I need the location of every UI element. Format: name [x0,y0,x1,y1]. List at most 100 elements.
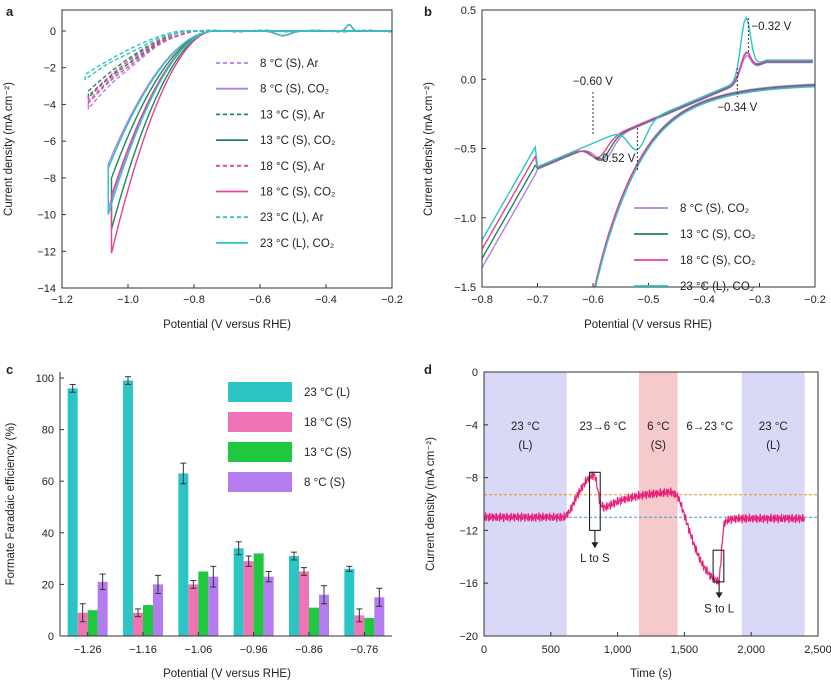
panel-d-xtick-label: 500 [542,644,560,656]
panel-d-ytick-label: −8 [465,473,478,485]
panel-c-ytick-label: 0 [48,631,54,643]
panel-c-xtick-label: −0.96 [240,644,268,656]
panel-d-ytick-label: −12 [459,525,478,537]
panel-d-xtick-label: 2,500 [804,644,831,656]
panel-a-legend-label: 23 °C (L), CO₂ [260,238,334,250]
panel-a-series [84,23,392,254]
panel-b-xtick-label: −0.7 [527,294,549,306]
panel-c: c 0 20 40 60 80 100 −1.26 −1.16 −1.06 −0.96 −0.86 −… [5,362,392,680]
panel-d-regions: 23 °C (L) 23→6 °C 6 °C (S) 6→23 °C 23 °C (L) [484,372,805,636]
panel-d-region-label: (L) [518,440,532,452]
panel-d-ytick-label: −16 [459,578,478,590]
panel-c-bar [233,548,244,636]
panel-a-series-line [110,23,392,254]
panel-b-series [482,15,815,287]
panel-d-arrow-head [715,592,723,599]
panel-d-highlight-box [712,549,725,583]
panel-b: b −0.8 −0.7 −0.6 −0.5 −0.4 −0.3 −0.2 0.5 0.0 −0.5… [423,4,826,331]
panel-a-series-line [107,23,392,210]
panel-b-ytick-label: 0.5 [461,5,476,17]
panel-b-annotation-label: −0.34 V [717,102,757,114]
panel-d-frame [483,371,819,637]
panel-a-ylabel: Current density (mA cm⁻²) [3,82,15,216]
panel-c-bar [97,581,108,636]
panel-b-xtick-label: −0.8 [471,294,493,306]
panel-c-xlabel: Potential (V versus RHE) [163,668,291,680]
panel-a-xtick-label: −1.0 [117,294,139,306]
panel-d-annotations: L to S S to L [580,471,735,615]
panel-c-legend-label: 18 °C (S) [304,417,352,429]
panel-a-legend-label: 13 °C (S), Ar [260,109,325,121]
panel-a-legend-label: 18 °C (S), Ar [260,161,325,173]
panel-b-letter: b [424,4,432,19]
panel-d-ytick-label: −20 [459,631,478,643]
panel-b-annotation-label: −0.60 V [573,76,613,88]
panel-a-frame [61,9,393,289]
panel-b-ytick-label: −0.5 [454,144,476,156]
panel-d-region-label: 6→23 °C [686,421,733,433]
panel-c-xtick-label: −0.76 [350,644,378,656]
panel-c-bar [364,617,375,636]
panel-c-bar [289,556,299,636]
panel-d-series-line [484,471,805,585]
panel-a-series-line [87,29,392,100]
panel-a-xtick-label: −0.2 [381,294,403,306]
panel-b-legend-label: 8 °C (S), CO₂ [680,203,749,215]
panel-c-legend-label: 23 °C (L) [304,387,350,399]
panel-b-ytick-label: −1.0 [454,213,476,225]
panel-c-bar [153,584,163,636]
panel-d-region [638,372,678,636]
panel-c-legend-swatch [228,412,292,432]
panel-a-ytick-label: −12 [37,246,56,258]
panel-a-legend-label: 18 °C (S), CO₂ [260,187,336,199]
panel-d-region-label: (L) [766,440,780,452]
panel-d-region [484,372,567,636]
panel-c-xtick-label: −1.06 [184,644,212,656]
panel-a-series-line [107,23,392,215]
panel-b-xlabel: Potential (V versus RHE) [584,319,712,331]
panel-b-xtick-label: −0.4 [693,294,715,306]
panel-a-legend: 8 °C (S), Ar 8 °C (S), CO₂ 13 °C (S), Ar 13… [216,58,336,250]
panel-a-ticks: −1.2 −1.0 −0.8 −0.6 −0.4 −0.2 0 −2 −4 −6 −8 −10 −12 −… [37,26,403,306]
panel-a-xtick-label: −1.2 [51,294,73,306]
panel-c-ytick-label: 20 [42,579,54,591]
panel-c-legend: 23 °C (L) 18 °C (S) 13 °C (S) 8 °C (S) [228,382,352,492]
panel-c-ytick-label: 40 [42,528,54,540]
panel-a-letter: a [6,4,14,19]
panel-d-region-label: 23 °C [511,421,540,433]
panel-c-bar [253,553,264,636]
panel-b-annotation-label: −0.32 V [751,21,791,33]
panel-b-legend-label: 18 °C (S), CO₂ [680,255,756,267]
panel-c-bar [123,380,133,636]
panel-d-region-label: (S) [651,440,667,452]
panel-a-legend-label: 8 °C (S), Ar [260,58,318,70]
panel-c-bar [87,610,98,636]
panel-a-legend-label: 23 °C (L), Ar [260,212,324,224]
panel-d-ticks: 0 500 1,000 1,500 2,000 2,500 0 −4 −8 −12 −16 −20 [459,367,831,656]
panel-d-letter: d [424,362,432,377]
panel-a-series-line [84,29,392,81]
panel-d-arrow-head [591,542,599,549]
panel-a-series-line [110,23,392,230]
panel-c-bars [67,376,385,636]
panel-d-annotation-label: S to L [704,603,735,615]
panel-a-series-line [87,29,392,111]
panel-d-series [484,471,818,585]
panel-c-legend-label: 8 °C (S) [304,477,345,489]
panel-a-xtick-label: −0.6 [249,294,271,306]
panel-c-bar [299,571,309,636]
panel-c-bar [198,571,209,636]
panel-d-region [677,372,742,636]
panel-b-ytick-label: 0.0 [461,74,476,86]
panel-d-xtick-label: 1,000 [604,644,632,656]
panel-b-series-line [482,55,815,287]
panel-b-ticks: −0.8 −0.7 −0.6 −0.5 −0.4 −0.3 −0.2 0.5 0.0 −0.5 −1… [454,5,826,306]
panel-d-xtick-label: 2,000 [737,644,765,656]
panel-c-bar [319,594,329,636]
panel-b-annotations: −0.32 V −0.34 V −0.60 V −0.52 V [573,18,792,172]
panel-a-xtick-label: −0.8 [183,294,205,306]
panel-c-xtick-label: −1.26 [74,644,102,656]
panel-c-ylabel: Formate Faradaic efficiency (%) [5,422,17,585]
panel-b-legend-label: 13 °C (S), CO₂ [680,229,756,241]
panel-c-legend-label: 13 °C (S) [304,447,352,459]
